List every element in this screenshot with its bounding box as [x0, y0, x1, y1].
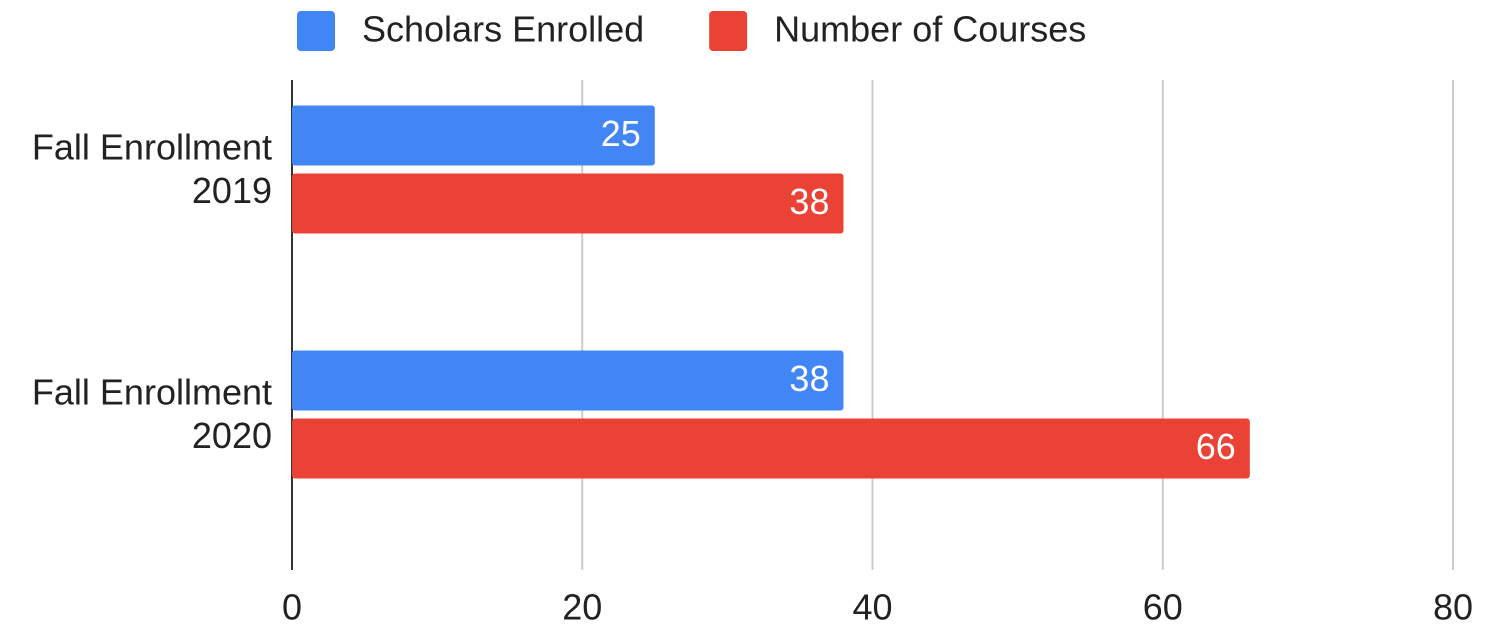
x-tick-label: 0: [282, 587, 302, 628]
bar: [292, 173, 844, 234]
legend-label: Scholars Enrolled: [362, 9, 644, 50]
data-label: 25: [601, 113, 641, 154]
y-tick-line: 2019: [192, 169, 272, 210]
legend-label: Number of Courses: [774, 9, 1086, 50]
y-tick-label: Fall Enrollment 2020: [32, 371, 272, 455]
y-tick-label: Fall Enrollment 2019: [32, 126, 272, 210]
data-label: 38: [789, 358, 829, 399]
data-label: 38: [789, 181, 829, 222]
data-label: 66: [1196, 426, 1236, 467]
bar: [292, 350, 844, 411]
y-tick-line: 2020: [192, 414, 272, 455]
x-tick-label: 40: [852, 587, 892, 628]
y-tick-line: Fall Enrollment: [32, 126, 272, 167]
legend-swatch: [297, 11, 335, 51]
legend-swatch: [709, 11, 748, 51]
x-tick-label: 60: [1143, 587, 1183, 628]
x-tick-label: 20: [562, 587, 602, 628]
bar: [292, 418, 1250, 479]
y-tick-line: Fall Enrollment: [32, 371, 272, 412]
x-tick-label: 80: [1433, 587, 1473, 628]
bar: [292, 105, 655, 166]
